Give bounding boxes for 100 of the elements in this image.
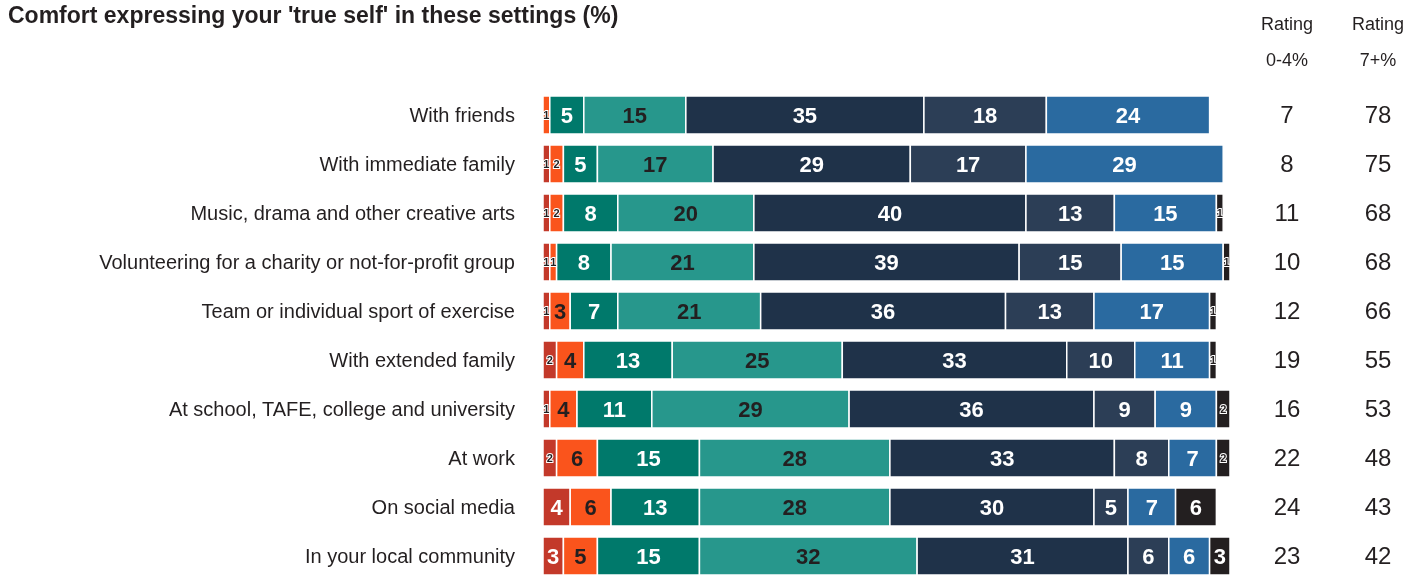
data-label: 8 [577,249,590,275]
data-label: 18 [972,102,998,128]
data-label: 36 [870,298,896,324]
data-label: 1 [550,256,557,268]
data-label: 32 [796,543,821,569]
y-tick-label: With friends [409,103,515,126]
data-label: 20 [673,200,699,226]
y-tick-label: With extended family [329,348,515,371]
text: 68 [1363,197,1393,228]
data-label: 1 [543,109,550,121]
data-label: 15 [636,543,661,569]
data-label: 1 [543,256,550,268]
y-tick-label: At work [448,446,516,469]
data-label: 15 [1057,249,1083,275]
data-label: 21 [670,249,695,275]
text: 48 [1363,442,1393,473]
data-label: 6 [1183,543,1196,569]
text: 43 [1363,491,1393,522]
data-label: 5 [574,543,587,569]
text: Rating 0-4% [1260,13,1314,72]
data-label: 29 [1112,151,1137,177]
y-tick-label: Team or individual sport of exercise [201,299,515,322]
data-label: 3 [1213,543,1226,569]
data-label: 11 [602,396,627,422]
text: 7 [1279,99,1295,130]
data-label: 2 [553,207,560,219]
data-label: 8 [1135,445,1148,471]
y-tick-label: At school, TAFE, college and university [168,397,515,420]
data-label: 13 [1057,200,1083,226]
data-label: 29 [799,151,824,177]
data-label: 17 [642,151,668,177]
text: 12 [1272,295,1302,326]
data-label: 1 [543,207,550,219]
y-tick-label: On social media [371,495,516,518]
data-label: 33 [942,347,967,373]
y-tick-label: With immediate family [319,152,515,175]
data-label: 28 [782,445,807,471]
text: 19 [1272,344,1302,375]
text: 75 [1363,148,1393,179]
data-label: 15 [636,445,661,471]
data-label: 5 [560,102,573,128]
data-label: 1 [543,403,550,415]
data-label: 4 [550,494,564,520]
data-label: 13 [642,494,668,520]
data-label: 5 [1104,494,1118,520]
text: Comfort expressing your 'true self' in these settings (%) [8,2,619,29]
data-label: 2 [1220,452,1227,464]
text: 55 [1363,344,1393,375]
text: 11 [1273,197,1301,228]
data-label: 4 [564,347,578,373]
text: Rating 7+% [1351,13,1405,72]
data-label: 17 [1139,298,1165,324]
text: 78 [1363,99,1393,130]
data-label: 28 [782,494,807,520]
data-label: 11 [1160,347,1184,373]
data-label: 13 [615,347,641,373]
data-label: 31 [1010,543,1035,569]
data-label: 25 [745,347,770,373]
text: 22 [1272,442,1302,473]
data-label: 17 [955,151,981,177]
data-label: 29 [738,396,763,422]
data-label: 10 [1088,347,1113,373]
data-label: 1 [543,305,550,317]
data-label: 40 [877,200,903,226]
data-label: 8 [584,200,597,226]
data-label: 2 [546,354,553,366]
text: 24 [1272,491,1302,522]
data-label: 7 [587,298,601,324]
y-tick-label: Music, drama and other creative arts [190,201,515,224]
data-label: 6 [584,494,597,520]
text: 53 [1363,393,1393,424]
text: 23 [1272,540,1302,571]
data-label: 7 [1186,445,1199,471]
y-tick-label: Volunteering for a charity or not-for-profit group [99,250,515,273]
data-label: 15 [1153,200,1178,226]
data-label: 7 [1145,494,1158,520]
data-label: 3 [553,298,567,324]
text: 8 [1279,148,1295,179]
data-label: 39 [874,249,899,275]
data-label: 1 [543,158,550,170]
data-label: 6 [570,445,584,471]
data-label: 9 [1179,396,1192,422]
data-label: 15 [622,102,648,128]
data-label: 3 [547,543,560,569]
y-tick-label: In your local community [304,544,515,567]
data-label: 35 [792,102,818,128]
data-label: 2 [1220,403,1227,415]
data-label: 9 [1118,396,1131,422]
data-label: 33 [989,445,1015,471]
text: 66 [1363,295,1393,326]
data-label: 21 [677,298,702,324]
data-label: 36 [959,396,984,422]
text: 68 [1363,246,1393,277]
data-label: 6 [1189,494,1203,520]
text: 42 [1363,540,1393,571]
data-label: 5 [574,151,587,177]
text: 10 [1272,246,1302,277]
data-label: 24 [1115,102,1141,128]
data-label: 6 [1142,543,1155,569]
data-label: 4 [557,396,571,422]
